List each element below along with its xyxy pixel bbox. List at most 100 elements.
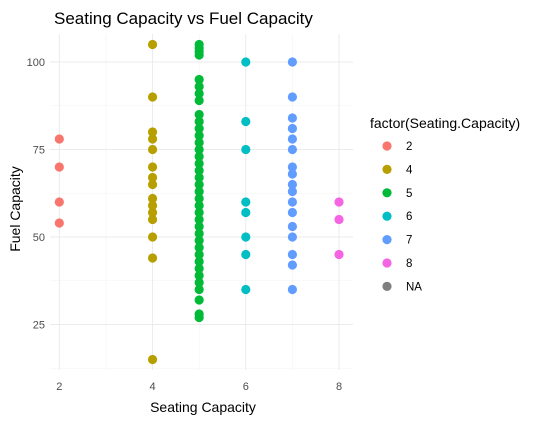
data-point [194, 214, 204, 225]
data-point [287, 197, 297, 207]
data-point [194, 116, 204, 127]
y-axis-title: Fuel Capacity [7, 166, 23, 252]
data-point [194, 158, 204, 169]
legend-key [382, 258, 392, 268]
data-point [147, 214, 158, 225]
data-point [334, 249, 344, 260]
data-point [194, 151, 204, 162]
data-point [241, 197, 251, 207]
data-point [287, 284, 297, 295]
legend: factor(Seating.Capacity) 2 4 5 6 7 8 NA [370, 115, 520, 293]
data-point [241, 232, 251, 242]
data-point [194, 228, 204, 239]
data-point [147, 179, 158, 190]
data-point [194, 284, 204, 295]
legend-key [382, 141, 392, 151]
y-axis-ticks: 25 50 75 100 [27, 57, 45, 332]
data-point [147, 172, 158, 183]
data-point [194, 165, 204, 176]
data-point [54, 134, 64, 144]
data-point [194, 172, 204, 183]
data-point [194, 137, 204, 148]
legend-label: 7 [406, 235, 412, 247]
data-point [194, 256, 204, 267]
data-point [147, 92, 158, 102]
legend-label: 5 [406, 188, 412, 200]
y-tick-label: 75 [33, 145, 45, 157]
x-axis-title: Seating Capacity [150, 399, 256, 415]
data-point [54, 162, 64, 172]
data-point [147, 200, 158, 211]
legend-label: 2 [406, 141, 412, 153]
data-point [287, 249, 297, 260]
data-point [194, 179, 204, 190]
data-point [194, 50, 204, 60]
data-point [241, 57, 251, 67]
data-point [287, 179, 297, 190]
x-tick-label: 4 [149, 381, 155, 393]
legend-key [382, 188, 392, 198]
data-point [241, 207, 251, 218]
x-tick-label: 2 [56, 381, 62, 393]
legend-keys: 2 4 5 6 7 8 NA [382, 141, 422, 293]
legend-label: 8 [406, 258, 412, 270]
data-point [287, 162, 297, 172]
x-tick-label: 6 [243, 381, 249, 393]
data-point [147, 253, 158, 263]
data-point [194, 242, 204, 253]
data-point [194, 109, 204, 120]
data-point [241, 249, 251, 260]
x-tick-label: 8 [336, 381, 342, 393]
legend-label: 6 [406, 211, 412, 223]
y-tick-label: 100 [27, 57, 45, 69]
data-point [241, 284, 251, 295]
data-point [287, 232, 297, 242]
data-point [147, 144, 158, 155]
data-point [194, 277, 204, 288]
data-point [194, 130, 204, 141]
y-tick-label: 50 [33, 232, 45, 244]
data-point [194, 249, 204, 260]
data-point [287, 221, 297, 232]
data-point [194, 295, 204, 305]
data-point [194, 200, 204, 211]
data-point [287, 207, 297, 218]
legend-key [382, 235, 392, 245]
data-point [287, 57, 297, 67]
data-point [147, 207, 158, 218]
legend-key [382, 164, 392, 174]
data-point [287, 169, 297, 179]
data-point [287, 144, 297, 155]
legend-key [382, 211, 392, 221]
data-point [194, 270, 204, 281]
data-point [241, 144, 251, 155]
data-point [194, 221, 204, 232]
data-point [287, 123, 297, 134]
data-point [194, 144, 204, 155]
data-point [194, 193, 204, 204]
data-points [54, 39, 344, 365]
data-point [334, 197, 344, 207]
data-point [147, 127, 158, 137]
data-point [147, 232, 158, 242]
data-point [194, 186, 204, 197]
data-point [194, 235, 204, 246]
data-point [194, 95, 204, 106]
data-point [147, 134, 158, 144]
data-point [194, 263, 204, 274]
data-point [54, 218, 64, 228]
x-axis-ticks: 2 4 6 8 [56, 381, 342, 393]
data-point [241, 116, 251, 127]
legend-label: NA [406, 281, 422, 293]
legend-title: factor(Seating.Capacity) [370, 115, 520, 131]
data-point [287, 92, 297, 102]
data-point [194, 88, 204, 99]
y-tick-label: 25 [33, 320, 45, 332]
data-point [54, 197, 64, 207]
data-point [147, 193, 158, 204]
legend-label: 4 [406, 164, 413, 176]
data-point [287, 186, 297, 197]
data-point [147, 162, 158, 172]
data-point [287, 134, 297, 144]
